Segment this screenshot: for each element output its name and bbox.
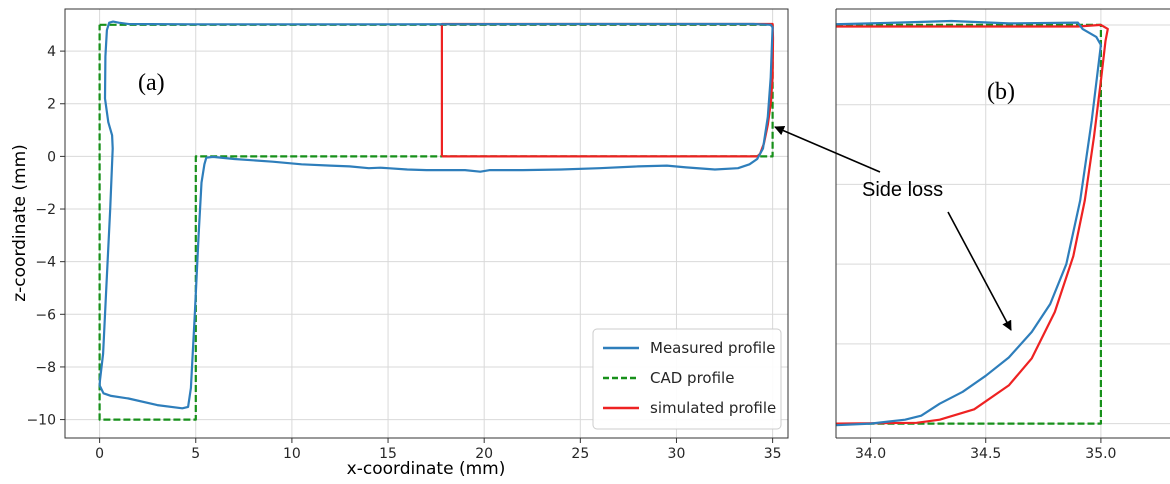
panel-a-ytick-label: −4 — [35, 255, 56, 271]
legend-label-cad: CAD profile — [650, 369, 734, 387]
legend: Measured profile CAD profile simulated p… — [592, 328, 782, 430]
legend-box — [592, 328, 782, 430]
panel-a-xtick-label: 0 — [95, 446, 104, 462]
panel-a-xtick-label: 35 — [764, 446, 782, 462]
panel-b-xtick-label: 34.0 — [855, 446, 886, 462]
side-loss-arrow-a — [774, 125, 881, 173]
panel-a-xtick-label: 25 — [571, 446, 589, 462]
panel-a-xtick-label: 5 — [191, 446, 200, 462]
panel-b-series — [836, 19, 1109, 427]
panel-a-plot: 0 5 10 15 20 25 30 35 −10 −8 −6 −4 −2 0 2 4 x-coordinat… — [10, 8, 789, 479]
y-axis-label: z-coordinate (mm) — [10, 144, 30, 302]
panel-b-xtick-label: 34.5 — [970, 446, 1001, 462]
panel-a-xtick-label: 10 — [283, 446, 301, 462]
panel-b-tag: (b) — [987, 79, 1015, 105]
panel-a-measured-profile-line — [98, 20, 774, 410]
panel-b-plot: 34.0 34.5 35.0 (b) Side loss — [835, 8, 1170, 462]
panel-a-ytick-label: −6 — [35, 307, 56, 323]
panel-a-ytick-label: −10 — [26, 413, 56, 429]
panel-a-xtick-label: 20 — [475, 446, 493, 462]
panel-b-cad-profile-line — [836, 23, 1103, 425]
panel-a-xtick-label: 15 — [379, 446, 397, 462]
legend-label-measured: Measured profile — [650, 339, 775, 357]
panel-a-ticks: 0 5 10 15 20 25 30 35 −10 −8 −6 −4 −2 0 2 4 — [26, 44, 781, 462]
panel-b-xtick-label: 35.0 — [1085, 446, 1116, 462]
panel-a-ytick-label: −2 — [35, 202, 56, 218]
panel-a-xtick-label: 30 — [668, 446, 686, 462]
side-loss-annotation: Side loss — [862, 179, 943, 201]
panel-a-ytick-label: 0 — [47, 149, 56, 165]
panel-b-ticks: 34.0 34.5 35.0 — [855, 438, 1116, 462]
panel-a-frame — [64, 8, 789, 439]
panel-b-measured-profile-line — [836, 19, 1103, 427]
legend-label-simulated: simulated profile — [650, 399, 776, 417]
panel-a-ytick-label: −8 — [35, 360, 56, 376]
panel-b-background — [836, 9, 1170, 438]
panel-a-ytick-label: 4 — [47, 44, 56, 60]
side-loss-arrow-b — [947, 211, 1012, 331]
x-axis-label: x-coordinate (mm) — [347, 459, 506, 479]
panel-a-ytick-label: 2 — [47, 97, 56, 113]
panel-b-simulated-profile-line — [836, 23, 1109, 425]
panel-a-series — [98, 20, 775, 421]
panel-a-tag: (a) — [138, 70, 165, 96]
